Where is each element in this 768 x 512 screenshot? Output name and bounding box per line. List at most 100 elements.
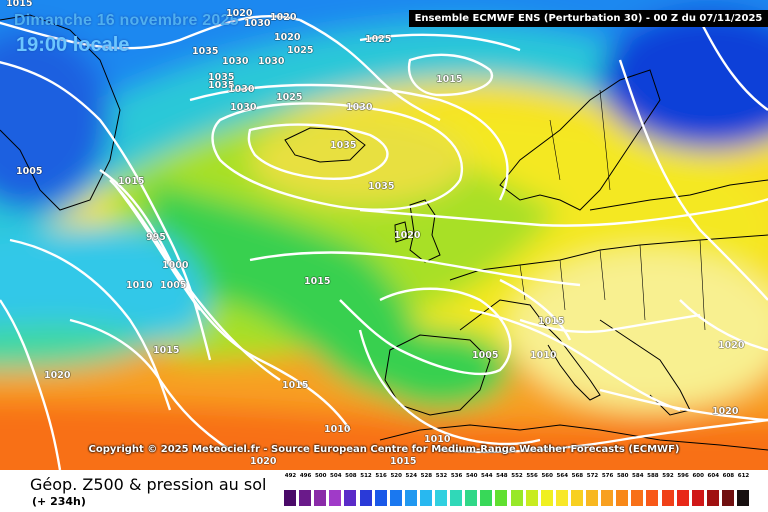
isobar-label: 1030 — [228, 84, 255, 95]
legend-tick-label: 572 — [586, 473, 599, 479]
legend-tick-label: 512 — [360, 473, 372, 479]
legend-swatch — [555, 490, 569, 506]
legend-tick-label: 548 — [496, 473, 508, 479]
legend-tick-label: 604 — [707, 473, 720, 479]
legend-swatch — [676, 490, 690, 506]
isobar-label: 1030 — [222, 56, 249, 67]
legend-swatch — [510, 490, 524, 506]
isobar-label: 1020 — [712, 406, 739, 417]
field-title: Géop. Z500 & pression au sol — [30, 475, 267, 494]
isobar-label: 1025 — [287, 45, 314, 56]
legend-swatch — [314, 490, 328, 506]
legend-swatch — [706, 490, 720, 506]
geopotential-field — [0, 0, 768, 470]
legend-tick-label: 608 — [722, 473, 735, 479]
legend-tick-label: 592 — [662, 473, 674, 479]
legend-swatch — [419, 490, 433, 506]
isobar-label: 1035 — [208, 80, 235, 91]
legend-swatch — [616, 490, 630, 506]
isobar-label: 1015 — [538, 316, 565, 327]
legend-swatches — [284, 490, 752, 506]
legend-tick-label: 524 — [405, 473, 418, 479]
legend-swatch — [480, 490, 494, 506]
isobar-label: 1030 — [230, 102, 257, 113]
isobar-label: 1035 — [192, 46, 219, 57]
forecast-map: Dimanche 16 novembre 2025 19:00 locale E… — [0, 0, 768, 470]
legend-tick-label: 596 — [677, 473, 689, 479]
legend-swatch — [284, 490, 297, 506]
legend-swatch — [299, 490, 313, 506]
legend-swatch — [646, 490, 660, 506]
legend-swatch — [389, 490, 403, 506]
legend-tick-label: 600 — [692, 473, 704, 479]
legend-tick-label: 496 — [299, 473, 312, 479]
forecast-date: Dimanche 16 novembre 2025 — [14, 12, 239, 29]
legend-tick-label: 564 — [556, 473, 569, 479]
legend-tick-label: 540 — [465, 473, 478, 479]
coastlines — [0, 14, 768, 451]
legend-swatch — [495, 490, 509, 506]
legend-tick-label: 500 — [314, 473, 327, 479]
legend-swatch — [465, 490, 479, 506]
legend-tick-label: 584 — [632, 473, 644, 479]
isobar-label: 1010 — [324, 424, 351, 435]
isobar-label: 1015 — [282, 380, 309, 391]
legend-swatch — [359, 490, 373, 506]
isobar-label: 1035 — [368, 181, 395, 192]
map-canvas — [0, 0, 768, 470]
legend-tick-label: 552 — [511, 473, 523, 479]
isobar-label: 1010 — [530, 350, 557, 361]
isobar-label: 1010 — [126, 280, 153, 291]
isobar-label: 1000 — [162, 260, 189, 271]
legend-swatch — [525, 490, 539, 506]
forecast-time: 19:00 locale — [16, 34, 130, 56]
legend-tick-label: 580 — [616, 473, 629, 479]
legend-tick-label: 588 — [647, 473, 659, 479]
legend-swatch — [329, 490, 343, 506]
legend-tick-label: 544 — [481, 473, 493, 479]
isobar-label: 995 — [146, 232, 166, 243]
legend-tick-label: 520 — [390, 473, 402, 479]
isobar-label: 1020 — [250, 456, 277, 467]
legend-tick-label: 612 — [737, 473, 750, 479]
legend-tick-label: 516 — [375, 473, 387, 479]
isobar-label: 1015 — [436, 74, 463, 85]
isobar-label: 1025 — [365, 34, 392, 45]
isobar-label: 1020 — [226, 8, 253, 19]
legend-tick-label: 504 — [330, 473, 342, 479]
isobar-label: 1025 — [276, 92, 303, 103]
isobar-label: 1020 — [718, 340, 745, 351]
isobar-label: 1015 — [304, 276, 331, 287]
isobar-label: 1035 — [330, 140, 357, 151]
isobar-label: 1015 — [390, 456, 417, 467]
isobar-label: 1020 — [270, 12, 297, 23]
isobar-label: 1020 — [274, 32, 301, 43]
legend-tick-label: 568 — [571, 473, 584, 479]
legend-swatch — [344, 490, 358, 506]
isobar-label: 1030 — [244, 18, 271, 29]
isobar-label: 1030 — [258, 56, 285, 67]
isobar-label: 1005 — [160, 280, 187, 291]
legend-swatch — [404, 490, 418, 506]
legend-tick-label: 492 — [284, 473, 297, 479]
legend-tick-label: 536 — [450, 473, 463, 479]
legend-swatch — [450, 490, 464, 506]
isobar-label: 1015 — [153, 345, 180, 356]
legend-swatch — [601, 490, 615, 506]
isobar-label: 1020 — [44, 370, 71, 381]
legend-swatch — [691, 490, 705, 506]
legend-swatch — [737, 490, 750, 506]
legend-swatch — [721, 490, 735, 506]
legend-tick-label: 532 — [435, 473, 448, 479]
isobar-label: 1010 — [424, 434, 451, 445]
legend-ticks: 492 496 500 504 508 512 516 520 524 528 532 536 540 5… — [284, 473, 752, 485]
color-legend: 492 496 500 504 508 512 516 520 524 528 532 536 540 5… — [284, 472, 752, 508]
isobars — [0, 14, 768, 470]
legend-tick-label: 576 — [601, 473, 614, 479]
isobar-label: 1005 — [16, 166, 43, 177]
isobar-label: 1035 — [208, 72, 235, 83]
legend-swatch — [374, 490, 388, 506]
legend-tick-label: 528 — [420, 473, 433, 479]
legend-tick-label: 560 — [541, 473, 553, 479]
isobar-label: 1020 — [394, 230, 421, 241]
